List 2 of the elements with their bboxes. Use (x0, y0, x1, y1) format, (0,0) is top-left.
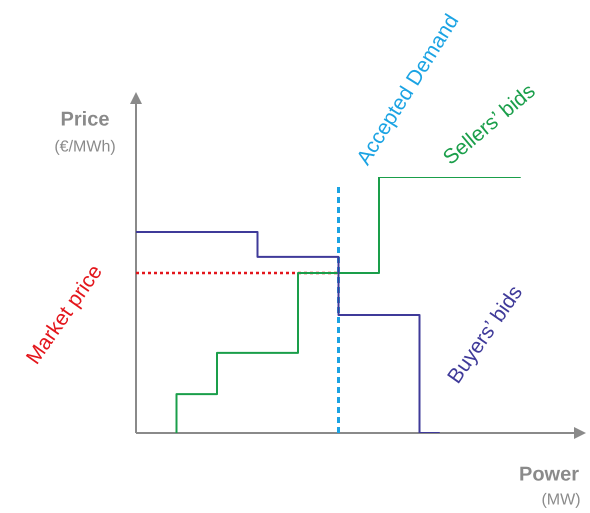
x-axis-title: Power (MW) (518, 464, 581, 508)
y-axis-title: Price (€/MWh) (54, 108, 116, 156)
